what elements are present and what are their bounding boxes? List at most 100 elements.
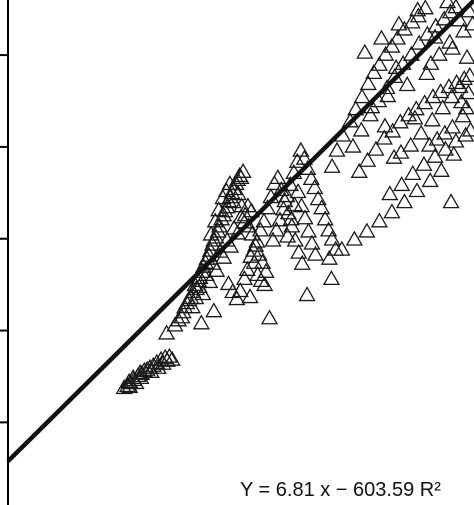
- data-point-triangle: [278, 187, 296, 203]
- data-point-triangle: [408, 182, 426, 198]
- data-point-triangle: [412, 124, 430, 140]
- data-point-triangle: [451, 78, 469, 94]
- data-point-triangle: [201, 272, 219, 289]
- data-point-triangle: [442, 193, 460, 209]
- data-point-triangle: [443, 88, 461, 104]
- data-point-triangle: [416, 0, 434, 15]
- data-point-triangle: [345, 230, 363, 246]
- data-point-triangle: [454, 107, 472, 123]
- data-point-triangle: [267, 221, 286, 237]
- data-point-triangle: [209, 222, 227, 238]
- data-point-triangle: [409, 1, 427, 17]
- data-point-triangle: [350, 162, 368, 178]
- data-point-triangle: [313, 199, 331, 215]
- data-point-triangle: [367, 140, 385, 156]
- data-point-triangle: [127, 373, 145, 390]
- data-point-triangle: [290, 243, 308, 259]
- data-point-triangle: [447, 74, 466, 90]
- data-point-triangle: [306, 245, 325, 261]
- data-point-triangle: [430, 45, 448, 61]
- data-point-triangle: [410, 34, 428, 50]
- data-point-triangle: [238, 260, 256, 276]
- data-point-triangle: [282, 210, 300, 226]
- data-point-triangle: [241, 288, 259, 304]
- data-point-triangle: [252, 271, 270, 288]
- data-point-triangle: [376, 117, 394, 133]
- data-point-triangle: [432, 161, 450, 177]
- data-point-triangle: [286, 231, 304, 247]
- data-point-triangle: [323, 157, 341, 173]
- data-point-triangle: [229, 185, 247, 201]
- data-point-triangle: [160, 347, 178, 363]
- data-point-triangle: [436, 140, 455, 156]
- data-point-triangle: [418, 64, 436, 81]
- data-point-triangle: [298, 286, 316, 302]
- data-point-triangle: [296, 209, 314, 225]
- data-point-triangle: [253, 253, 272, 269]
- data-point-triangle: [358, 222, 376, 238]
- data-point-triangle: [463, 15, 474, 31]
- data-point-triangle: [438, 0, 457, 9]
- data-point-triangle: [206, 212, 224, 228]
- data-point-triangle: [390, 15, 408, 31]
- data-point-triangle: [458, 48, 474, 64]
- data-point-triangle: [358, 151, 377, 167]
- data-point-triangle: [418, 25, 437, 41]
- data-point-triangle: [353, 88, 371, 104]
- data-point-triangle: [434, 99, 452, 115]
- data-point-triangle: [393, 176, 411, 192]
- data-point-triangle: [235, 269, 254, 286]
- data-point-triangle: [115, 379, 133, 395]
- data-point-triangle: [320, 221, 338, 237]
- regression-equation: Y = 6.81 x − 603.59 R²: [240, 479, 441, 501]
- data-point-triangle: [323, 230, 341, 246]
- data-point-triangle: [457, 126, 474, 142]
- y-axis: [0, 0, 9, 505]
- data-point-triangle: [384, 122, 402, 138]
- data-point-triangle: [365, 63, 383, 79]
- data-points: [115, 0, 474, 395]
- data-point-triangle: [383, 37, 401, 53]
- data-point-triangle: [194, 285, 212, 301]
- data-point-triangle: [187, 289, 205, 305]
- data-point-triangle: [219, 274, 238, 291]
- data-point-triangle: [274, 200, 293, 216]
- data-point-triangle: [257, 262, 275, 278]
- data-point-triangle: [289, 183, 307, 199]
- data-point-triangle: [183, 298, 201, 314]
- data-point-triangle: [441, 3, 459, 19]
- data-point-triangle: [243, 225, 261, 241]
- data-point-triangle: [461, 121, 474, 137]
- data-point-triangle: [256, 276, 274, 292]
- data-point-triangle: [299, 222, 318, 238]
- data-point-triangle: [404, 164, 422, 180]
- data-point-triangle: [406, 109, 424, 125]
- data-point-triangle: [303, 234, 321, 250]
- data-point-triangle: [423, 111, 441, 127]
- data-point-triangle: [276, 192, 294, 208]
- data-point-triangle: [246, 236, 265, 252]
- data-point-triangle: [431, 83, 450, 99]
- data-point-triangle: [255, 212, 273, 228]
- data-point-triangle: [173, 308, 191, 324]
- data-point-triangle: [316, 210, 334, 226]
- data-point-triangle: [402, 136, 420, 152]
- data-point-triangle: [269, 168, 287, 185]
- data-point-triangle: [163, 350, 181, 366]
- data-point-triangle: [228, 290, 246, 306]
- data-point-triangle: [445, 145, 463, 161]
- data-point-triangle: [236, 206, 254, 222]
- data-point-triangle: [271, 211, 289, 227]
- data-point-triangle: [260, 309, 279, 325]
- data-point-triangle: [333, 240, 351, 256]
- data-point-triangle: [440, 78, 458, 94]
- data-point-triangle: [344, 137, 362, 153]
- data-point-triangle: [234, 162, 252, 178]
- data-point-triangle: [441, 33, 459, 49]
- data-point-triangle: [370, 55, 389, 71]
- data-point-triangle: [306, 179, 324, 195]
- data-point-triangle: [381, 185, 399, 201]
- data-point-triangle: [233, 197, 251, 213]
- data-point-triangle: [372, 29, 391, 45]
